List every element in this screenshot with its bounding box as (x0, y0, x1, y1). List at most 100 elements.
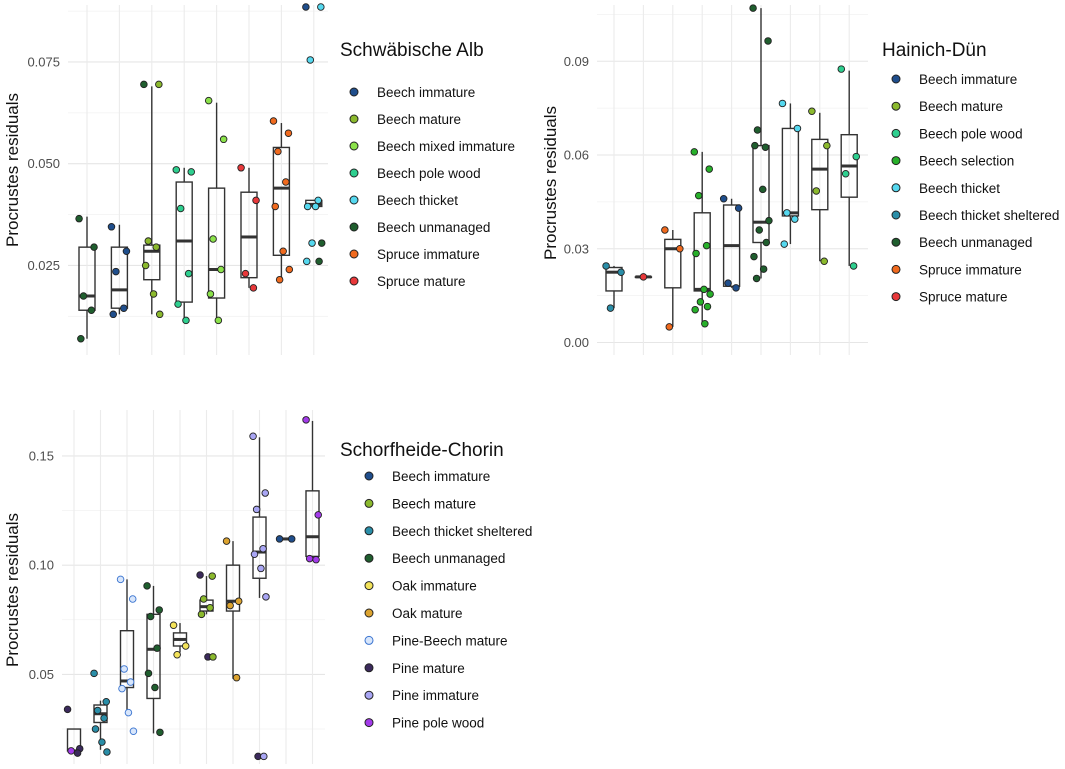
data-point (284, 129, 293, 137)
data-point (314, 511, 322, 519)
data-point (315, 257, 323, 266)
legend-label: Beech unmanaged (919, 235, 1032, 250)
legend-item: Beech thicket sheltered (891, 208, 1059, 223)
data-point (275, 535, 284, 543)
legend-label: Beech unmanaged (392, 551, 505, 566)
data-point (122, 247, 131, 255)
data-point (753, 126, 762, 134)
data-point (232, 673, 241, 682)
data-point (259, 545, 267, 553)
legend-item: Spruce immature (891, 262, 1022, 277)
data-point (124, 708, 133, 717)
legend-item: Beech selection (891, 154, 1014, 169)
legend-label: Beech thicket (377, 193, 458, 208)
data-point (75, 214, 83, 223)
data-point (303, 202, 312, 211)
legend-key (349, 222, 359, 232)
legend-item: Beech thicket sheltered (364, 524, 532, 539)
y-tick-label: 0.050 (27, 156, 60, 171)
data-point (226, 601, 234, 610)
data-point (87, 306, 96, 314)
data-point (67, 747, 75, 755)
data-point (617, 268, 625, 276)
data-point (149, 290, 158, 298)
legend-key (349, 114, 359, 124)
box-iqr (781, 127, 800, 217)
box-iqr (811, 138, 829, 211)
data-point (606, 304, 615, 312)
box-iqr (78, 246, 96, 311)
boxplot (811, 112, 829, 262)
data-point (732, 284, 740, 292)
legend-label: Pine pole wood (392, 716, 484, 731)
legend-item: Pine pole wood (364, 716, 484, 731)
legend-label: Oak immature (392, 579, 477, 594)
data-point (694, 191, 703, 200)
data-point (702, 241, 711, 250)
data-point (314, 196, 322, 205)
data-point (128, 595, 137, 603)
legend-key (364, 690, 374, 700)
legend-key (364, 608, 374, 618)
legend-item: Beech thicket (349, 193, 458, 208)
boxplot (305, 420, 320, 559)
data-point (90, 243, 98, 251)
data-point (676, 244, 684, 253)
data-points (75, 3, 326, 343)
legend-key (349, 141, 359, 151)
legend-item: Beech thicket (891, 181, 1000, 196)
data-point (182, 316, 190, 325)
data-point (206, 604, 214, 612)
legend-key (891, 264, 901, 274)
data-point (176, 204, 185, 213)
panel-title: Hainich-Dün (882, 40, 987, 61)
legend-label: Beech mature (392, 496, 476, 511)
y-tick-label: 0.00 (564, 335, 589, 350)
data-point (174, 300, 182, 308)
legend-label: Beech unmanaged (377, 220, 490, 235)
box-iqr (119, 630, 135, 689)
data-point (783, 209, 791, 217)
boxplot (272, 123, 291, 280)
data-point (118, 684, 126, 693)
legend-key (891, 292, 901, 302)
boxplot (240, 167, 258, 288)
legend-item: Pine-Beech mature (364, 633, 508, 648)
data-point (701, 320, 709, 328)
data-point (257, 564, 265, 573)
boxplot (110, 224, 129, 315)
legend-key (364, 663, 374, 673)
data-point (98, 738, 106, 746)
legend-label: Spruce immature (919, 262, 1022, 277)
legend-label: Beech thicket sheltered (919, 208, 1059, 223)
y-axis-ticks: 0.025 0.050 0.075 (27, 54, 60, 272)
legend-label: Beech mature (377, 112, 461, 127)
data-point (208, 572, 216, 580)
y-tick-label: 0.09 (564, 54, 589, 69)
panel-schwabische-alb: 0.025 0.050 0.075 Procrustes residuals Sch… (3, 3, 515, 355)
panel-schorfheide-chorin: 0.05 0.10 0.15 Procrustes residuals Schorf… (3, 410, 532, 764)
data-point (317, 3, 325, 11)
data-point (734, 204, 743, 212)
data-point (204, 96, 213, 105)
legend-key (364, 581, 374, 591)
data-point (719, 194, 728, 203)
data-point (780, 240, 788, 248)
data-point (146, 612, 155, 621)
legend-item: Pine immature (364, 688, 479, 703)
data-point (100, 714, 108, 722)
data-point (116, 575, 125, 584)
data-point (249, 284, 258, 292)
panel-hainich-dun: 0.00 0.03 0.06 0.09 Procrustes residuals Ha… (541, 4, 1059, 355)
legend-item: Beech immature (891, 72, 1017, 87)
legend-label: Pine immature (392, 688, 479, 703)
data-point (837, 65, 846, 73)
legend-item: Beech unmanaged (891, 235, 1032, 250)
data-point (184, 269, 193, 278)
data-point (222, 537, 231, 545)
boxplot (781, 103, 800, 245)
legend-label: Beech pole wood (377, 166, 481, 181)
data-point (665, 323, 674, 331)
data-point (217, 265, 225, 274)
gridlines (597, 5, 868, 355)
